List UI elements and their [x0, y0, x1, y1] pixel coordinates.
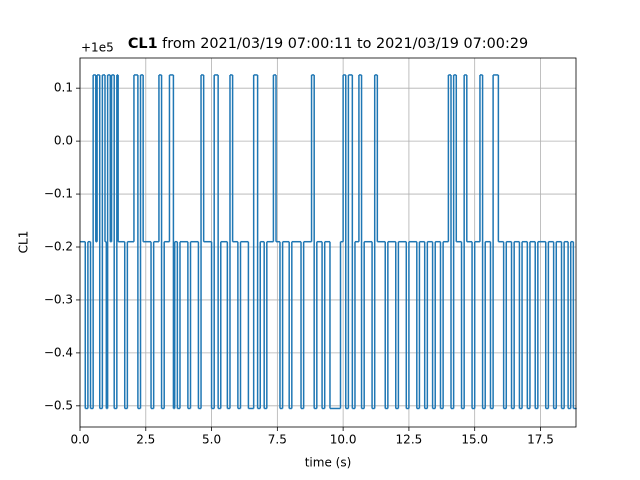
plot-frame	[79, 57, 577, 428]
x-tick-label: 15.0	[461, 433, 488, 447]
x-tick-label: 12.5	[396, 433, 423, 447]
y-axis-label: CL1	[17, 231, 31, 254]
x-tick-label: 5.0	[202, 433, 221, 447]
x-tick-label: 2.5	[136, 433, 155, 447]
y-tick-label: −0.3	[44, 292, 73, 306]
y-tick-label: 0.1	[54, 81, 73, 95]
chart-title: CL1 from 2021/03/19 07:00:11 to 2021/03/…	[128, 36, 528, 52]
x-tick-label: 10.0	[330, 433, 357, 447]
x-tick-label: 7.5	[268, 433, 287, 447]
y-tick-label: −0.4	[44, 345, 73, 359]
y-tick-label: −0.2	[44, 240, 73, 254]
x-tick-label: 17.5	[527, 433, 554, 447]
y-tick-label: −0.5	[44, 398, 73, 412]
y-tick-label: 0.0	[54, 134, 73, 148]
title-bold: CL1	[128, 36, 158, 52]
y-offset-text: +1e5	[81, 41, 114, 55]
x-axis-label: time (s)	[305, 456, 352, 470]
title-rest: from 2021/03/19 07:00:11 to 2021/03/19 0…	[162, 36, 528, 52]
x-tick-label: 0.0	[70, 433, 89, 447]
y-tick-label: −0.1	[44, 187, 73, 201]
